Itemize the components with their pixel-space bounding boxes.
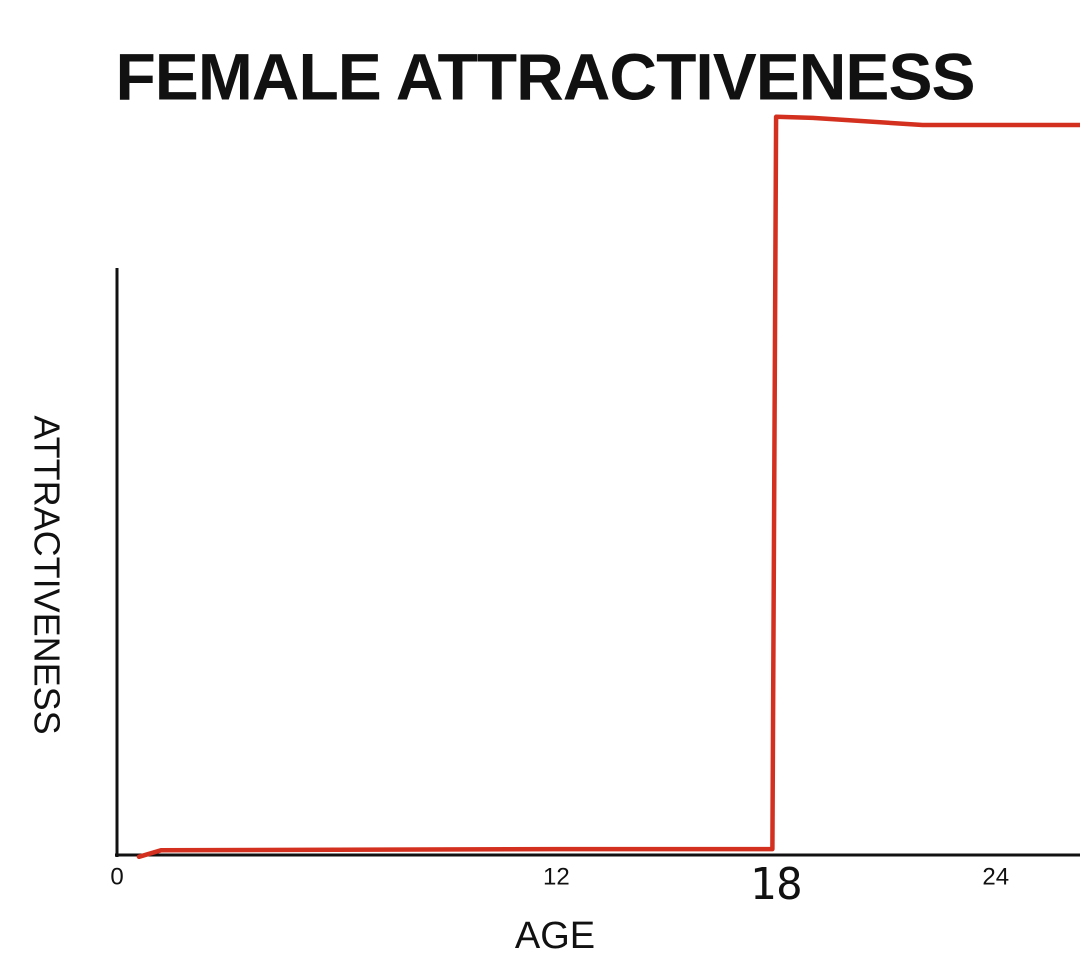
x-tick-label: 0 bbox=[110, 863, 123, 890]
x-tick-label: 12 bbox=[543, 863, 570, 890]
x-axis-label: AGE bbox=[515, 915, 595, 957]
y-axis-label: ATTRACTIVENESS bbox=[26, 415, 67, 734]
handwritten-tick-label: 18 bbox=[750, 859, 803, 910]
data-line bbox=[136, 114, 1080, 860]
x-tick-label: 24 bbox=[982, 863, 1009, 890]
chart-title: FEMALE ATTRACTIVENESS bbox=[115, 39, 974, 113]
